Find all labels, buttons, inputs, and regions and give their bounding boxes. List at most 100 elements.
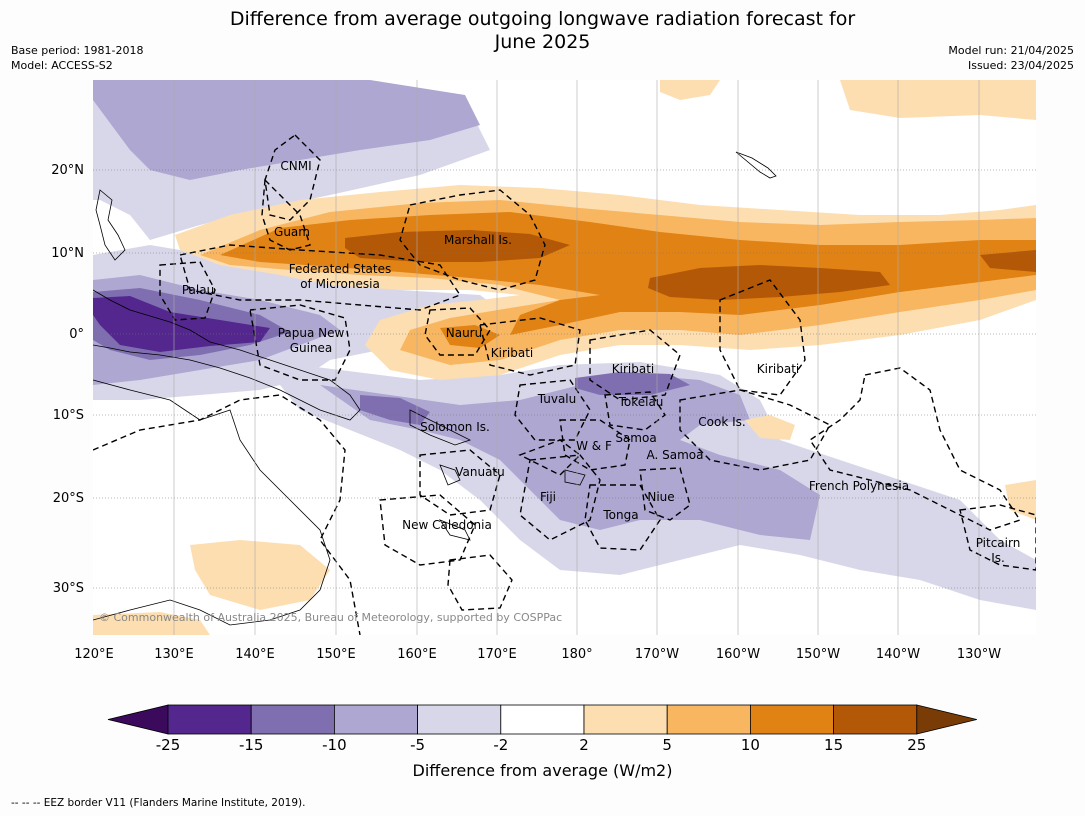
lon-label: 140°W	[876, 647, 920, 662]
latitude-labels: 20°N 10°N 0° 10°S 20°S 30°S	[51, 163, 84, 596]
label-american-samoa: A. Samoa	[647, 448, 704, 462]
label-niue: Niue	[647, 490, 674, 504]
eez-nauru	[424, 307, 491, 356]
label-tuvalu: Tuvalu	[537, 392, 577, 406]
eez-tuvalu	[514, 379, 591, 441]
map-title: Difference from average outgoing longwav…	[0, 8, 1085, 54]
eez-samoa	[559, 419, 631, 471]
label-kiribati-west: Kiribati	[491, 346, 533, 360]
place-labels: CNMI Guam Marshall Is. Federated States …	[182, 159, 1020, 565]
colorbar-segment	[583, 704, 668, 735]
lon-label: 140°E	[235, 647, 275, 662]
label-solomon-islands: Solomon Is.	[420, 420, 490, 434]
lon-label: 160°W	[716, 647, 760, 662]
label-nauru: Nauru	[446, 326, 482, 340]
australia-coast	[93, 379, 331, 626]
philippines-coast	[95, 189, 126, 261]
label-cook-islands: Cook Is.	[698, 415, 745, 429]
lon-label: 170°W	[635, 647, 679, 662]
colorbar-segment	[750, 704, 835, 735]
label-marshall-islands: Marshall Is.	[444, 233, 512, 247]
map-title-line1: Difference from average outgoing longwav…	[229, 8, 856, 30]
new-caledonia-coast	[438, 519, 471, 541]
lon-label: 130°E	[154, 647, 194, 662]
eez-borders	[93, 134, 1036, 635]
eez-tokelau	[604, 391, 666, 431]
label-fsm-line2: of Micronesia	[300, 277, 380, 291]
eez-kiribati-c	[589, 329, 681, 401]
label-french-polynesia: French Polynesia	[809, 479, 909, 493]
label-png-line2: Guinea	[290, 341, 333, 355]
label-cnmi: CNMI	[280, 159, 311, 173]
eez-fiji	[519, 454, 601, 541]
fiji-coast	[564, 469, 586, 486]
eez-pitcairn	[959, 504, 1036, 571]
issued-text: Issued: 23/04/2025	[967, 59, 1074, 72]
lat-label: 20°S	[53, 491, 84, 506]
label-png-line1: Papua New	[278, 326, 345, 340]
colorbar-segment	[167, 704, 252, 735]
base-period-text: Base period: 1981-2018	[11, 44, 144, 57]
eez-vanuatu	[419, 449, 501, 516]
label-tonga: Tonga	[602, 508, 638, 522]
colorbar-tick-label: 5	[662, 736, 672, 754]
eez-australia	[93, 394, 361, 635]
colorbar-tick-label: -15	[239, 736, 264, 754]
model-text: Model: ACCESS-S2	[11, 59, 113, 72]
eez-new-caledonia	[379, 494, 476, 566]
colorbar-tick-label: 15	[824, 736, 843, 754]
label-kiribati-east: Kiribati	[757, 362, 799, 376]
label-vanuatu: Vanuatu	[455, 465, 505, 479]
positive-anomaly-shading	[93, 80, 1036, 635]
colorbar-tick-label: 2	[579, 736, 589, 754]
eez-kiribati-w	[479, 317, 581, 376]
lat-label: 20°N	[51, 163, 84, 178]
latitude-gridlines	[93, 169, 1036, 589]
coastlines	[93, 151, 777, 626]
colorbar-segment	[500, 704, 585, 735]
label-samoa: Samoa	[615, 431, 656, 445]
colorbar-segment	[666, 704, 751, 735]
label-new-caledonia: New Caledonia	[402, 518, 492, 532]
lon-label: 150°W	[796, 647, 840, 662]
eez-kiribati-e	[719, 279, 806, 396]
label-fiji: Fiji	[540, 490, 556, 504]
lat-label: 10°N	[51, 246, 84, 261]
model-run-text: Model run: 21/04/2025	[948, 44, 1074, 57]
colorbar-extend-low	[107, 704, 169, 735]
label-palau: Palau	[182, 283, 214, 297]
vanuatu-coast	[439, 464, 461, 486]
label-guam: Guam	[274, 225, 310, 239]
longitude-gridlines	[173, 80, 980, 635]
lat-label: 0°	[69, 327, 84, 342]
label-pitcairn-line2: Is.	[991, 551, 1005, 565]
eez-marshall	[399, 189, 546, 291]
eez-cnmi	[264, 134, 321, 221]
eez-palau	[159, 261, 216, 321]
gridlines	[93, 80, 1036, 635]
eez-french-polynesia	[809, 367, 1022, 531]
longitude-labels: 120°E 130°E 140°E 150°E 160°E 170°E 180°…	[74, 647, 1001, 662]
colorbar-tick-label: 10	[741, 736, 760, 754]
eez-footnote: -- -- -- EEZ border V11 (Flanders Marine…	[11, 797, 306, 809]
lon-label: 150°E	[316, 647, 356, 662]
label-pitcairn-line1: Pitcairn	[976, 536, 1021, 550]
eez-png	[249, 304, 351, 381]
colorbar-tick-label: -2	[493, 736, 508, 754]
eez-norfolk	[447, 554, 513, 611]
lon-label: 120°E	[74, 647, 114, 662]
eez-guam	[261, 178, 311, 251]
colorbar-tick-label: 25	[907, 736, 926, 754]
colorbar-tick-label: -10	[322, 736, 347, 754]
meta-left: Base period: 1981-2018 Model: ACCESS-S2	[11, 43, 143, 73]
lon-label: 170°E	[477, 647, 517, 662]
colorbar-segment	[333, 704, 418, 735]
label-tokelau: Tokelau	[618, 395, 664, 409]
colorbar-segment	[833, 704, 918, 735]
colorbar-segment	[417, 704, 502, 735]
copyright-notice: © Commonwealth of Australia 2025, Bureau…	[99, 611, 562, 624]
lon-label: 130°W	[957, 647, 1001, 662]
colorbar-extend-high	[916, 704, 977, 735]
